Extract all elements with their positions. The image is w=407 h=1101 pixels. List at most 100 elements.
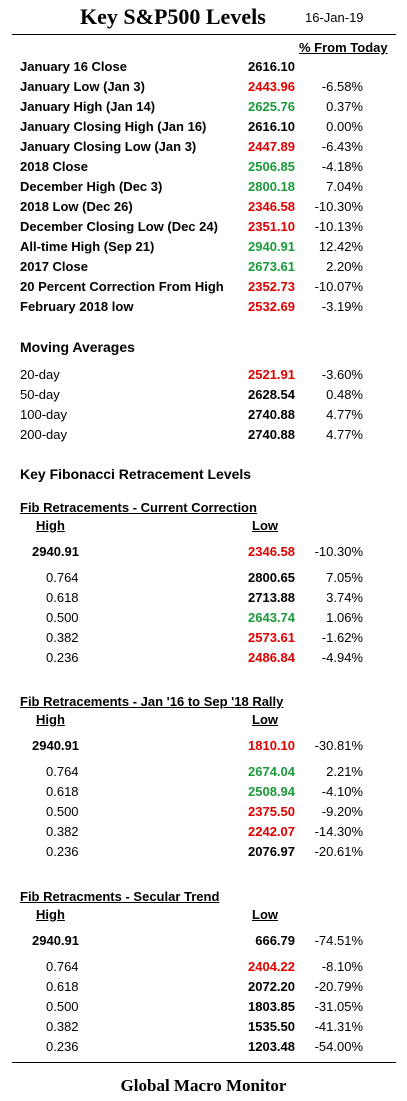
row-label: 2940.91 [32, 544, 79, 559]
table-row: 0.500 2643.74 1.06% [0, 608, 407, 628]
row-label: 20 Percent Correction From High [20, 279, 224, 294]
row-pct-change: -10.30% [314, 544, 363, 559]
row-value: 2352.73 [248, 279, 295, 294]
row-label: 0.500 [46, 804, 79, 819]
table-row: 200-day 2740.88 4.77% [0, 425, 407, 445]
row-value: 2346.58 [248, 544, 295, 559]
row-label: December Closing Low (Dec 24) [20, 219, 218, 234]
row-pct-change: -10.30% [314, 199, 363, 214]
row-value: 2447.89 [248, 139, 295, 154]
row-pct-change: -31.05% [314, 999, 363, 1014]
row-pct-change: 2.21% [326, 764, 363, 779]
row-label: All-time High (Sep 21) [20, 239, 155, 254]
low-column-header: Low [252, 518, 278, 533]
fib-section-title: Fib Retracements - Jan '16 to Sep '18 Ra… [20, 694, 284, 709]
row-value: 2740.88 [248, 407, 295, 422]
high-column-header: High [36, 712, 65, 727]
row-pct-change: -74.51% [314, 933, 363, 948]
table-row: 0.500 2375.50 -9.20% [0, 802, 407, 822]
row-label: 2018 Close [20, 159, 88, 174]
row-value: 2625.76 [248, 99, 295, 114]
row-pct-change: -10.13% [314, 219, 363, 234]
row-label: 0.236 [46, 650, 79, 665]
table-row: December High (Dec 3) 2800.18 7.04% [0, 177, 407, 197]
row-label: January 16 Close [20, 59, 127, 74]
row-pct-change: 12.42% [318, 239, 363, 254]
low-column-header: Low [252, 712, 278, 727]
row-value: 2713.88 [248, 590, 295, 605]
row-label: 0.382 [46, 1019, 79, 1034]
row-pct-change: -54.00% [314, 1039, 363, 1054]
row-label: 20-day [20, 367, 60, 382]
fib-section-title: Fib Retracements - Current Correction [20, 500, 257, 515]
table-row: 0.764 2674.04 2.21% [0, 762, 407, 782]
row-pct-change: -4.94% [321, 650, 363, 665]
row-label: 0.764 [46, 570, 79, 585]
table-row: 2017 Close 2673.61 2.20% [0, 257, 407, 277]
table-row: 20 Percent Correction From High 2352.73 -1… [0, 277, 407, 297]
table-row: 50-day 2628.54 0.48% [0, 385, 407, 405]
row-value: 666.79 [255, 933, 295, 948]
row-value: 2673.61 [248, 259, 295, 274]
table-row: 2018 Close 2506.85 -4.18% [0, 157, 407, 177]
row-label: January Closing High (Jan 16) [20, 119, 207, 134]
row-value: 2616.10 [248, 59, 295, 74]
row-label: 100-day [20, 407, 67, 422]
row-label: January High (Jan 14) [20, 99, 156, 114]
row-label: 2940.91 [32, 933, 79, 948]
row-value: 2076.97 [248, 844, 295, 859]
row-value: 1535.50 [248, 1019, 295, 1034]
row-value: 2800.18 [248, 179, 295, 194]
table-row: January High (Jan 14) 2625.76 0.37% [0, 97, 407, 117]
footer-brand: Global Macro Monitor [120, 1076, 287, 1095]
row-pct-change: -1.62% [321, 630, 363, 645]
table-row: 0.618 2508.94 -4.10% [0, 782, 407, 802]
report-title: Key S&P500 Levels [80, 4, 266, 29]
row-value: 2800.65 [248, 570, 295, 585]
row-label: 0.236 [46, 1039, 79, 1054]
table-row: 0.236 2076.97 -20.61% [0, 842, 407, 862]
table-row: December Closing Low (Dec 24) 2351.10 -10.… [0, 217, 407, 237]
table-row: 0.618 2072.20 -20.79% [0, 977, 407, 997]
table-row: January Closing Low (Jan 3) 2447.89 -6.43% [0, 137, 407, 157]
row-value: 2674.04 [248, 764, 295, 779]
table-row: All-time High (Sep 21) 2940.91 12.42% [0, 237, 407, 257]
row-pct-change: -20.79% [314, 979, 363, 994]
row-label: 0.618 [46, 784, 79, 799]
title-divider [12, 34, 396, 35]
row-value: 2740.88 [248, 427, 295, 442]
row-pct-change: 4.77% [326, 407, 363, 422]
row-value: 2404.22 [248, 959, 295, 974]
row-label: 0.236 [46, 844, 79, 859]
table-row: 2940.91 666.79 -74.51% [0, 931, 407, 951]
table-row: 0.500 1803.85 -31.05% [0, 997, 407, 1017]
row-value: 1803.85 [248, 999, 295, 1014]
fibonacci-heading: Key Fibonacci Retracement Levels [20, 466, 252, 482]
high-column-header: High [36, 518, 65, 533]
report-date: 16-Jan-19 [305, 10, 364, 25]
row-label: 200-day [20, 427, 67, 442]
row-value: 2346.58 [248, 199, 295, 214]
row-value: 2506.85 [248, 159, 295, 174]
table-row: January 16 Close 2616.10 [0, 57, 407, 77]
row-pct-change: 0.48% [326, 387, 363, 402]
row-label: 2018 Low (Dec 26) [20, 199, 133, 214]
row-label: 2940.91 [32, 738, 79, 753]
row-label: 0.618 [46, 590, 79, 605]
table-row: 0.382 2573.61 -1.62% [0, 628, 407, 648]
row-value: 1810.10 [248, 738, 295, 753]
high-column-header: High [36, 907, 65, 922]
table-row: 0.236 1203.48 -54.00% [0, 1037, 407, 1057]
row-value: 2616.10 [248, 119, 295, 134]
row-pct-change: 7.04% [326, 179, 363, 194]
row-pct-change: -10.07% [314, 279, 363, 294]
table-row: 2018 Low (Dec 26) 2346.58 -10.30% [0, 197, 407, 217]
row-pct-change: 2.20% [326, 259, 363, 274]
row-value: 2508.94 [248, 784, 295, 799]
row-value: 2072.20 [248, 979, 295, 994]
table-row: 0.382 2242.07 -14.30% [0, 822, 407, 842]
table-row: 0.382 1535.50 -41.31% [0, 1017, 407, 1037]
row-value: 2643.74 [248, 610, 295, 625]
row-label: 0.500 [46, 999, 79, 1014]
row-label: 0.764 [46, 764, 79, 779]
